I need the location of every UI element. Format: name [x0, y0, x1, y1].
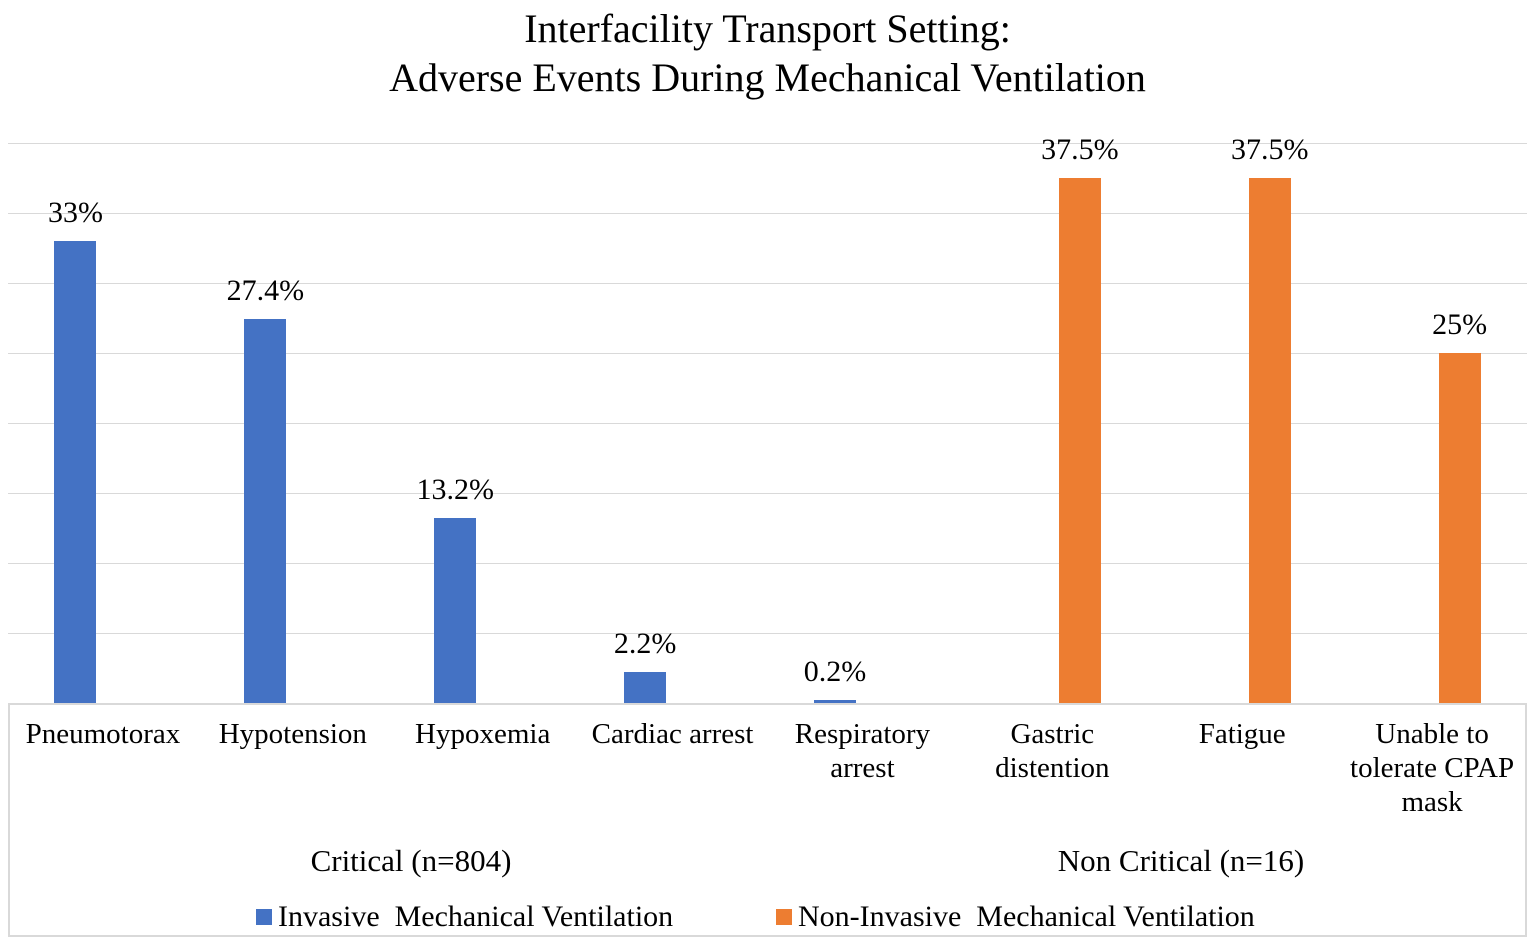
bar-hypoxemia	[434, 518, 477, 703]
bar-fatigue	[1248, 178, 1291, 703]
value-label-respiratory-arrest: 0.2%	[803, 655, 867, 689]
group-label-non-critical: Non Critical (n=16)	[1057, 843, 1305, 878]
value-label-gastric-distention: 37.5%	[1041, 133, 1119, 166]
category-label-hypotension: Hypotension	[218, 718, 367, 750]
chart-title: Interfacility Transport Setting: Adverse…	[0, 4, 1535, 102]
category-label-fatigue: Fatigue	[1198, 718, 1286, 750]
value-label-unable-to-tolerate-cpap-mask: 25%	[1432, 308, 1488, 341]
gridline-20pct	[8, 423, 1527, 424]
gridline-10pct	[8, 563, 1527, 564]
chart-title-line2: Adverse Events During Mechanical Ventila…	[389, 55, 1146, 100]
gridline-30pct	[8, 283, 1527, 284]
category-label-unable-to-tolerate-cpap-mask: Unable to tolerate CPAP mask	[1350, 718, 1515, 818]
value-label-hypotension: 27.4%	[226, 274, 305, 308]
gridline-35pct	[8, 213, 1527, 214]
bar-cardiac-arrest	[624, 672, 667, 703]
legend-item-invasive: Invasive Mechanical Ventilation	[256, 901, 673, 933]
category-label-cardiac-arrest: Cardiac arrest	[591, 718, 754, 750]
group-label-critical: Critical (n=804)	[310, 843, 512, 878]
category-axis-box	[8, 703, 1527, 937]
legend-item-non-invasive: Non-Invasive Mechanical Ventilation	[776, 901, 1255, 933]
bar-unable-to-tolerate-cpap-mask	[1438, 353, 1481, 703]
legend-swatch-invasive-icon	[256, 909, 272, 925]
category-label-respiratory-arrest: Respiratory arrest	[794, 718, 931, 784]
legend-label-invasive: Invasive Mechanical Ventilation	[278, 900, 674, 933]
category-label-hypoxemia: Hypoxemia	[415, 718, 551, 750]
bar-hypotension	[244, 319, 287, 703]
gridline-15pct	[8, 493, 1527, 494]
value-label-hypoxemia: 13.2%	[416, 473, 494, 507]
category-label-gastric-distention: Gastric distention	[995, 718, 1110, 784]
legend-swatch-non-invasive-icon	[776, 909, 792, 925]
category-label-pneumotorax: Pneumotorax	[25, 718, 181, 750]
legend-label-non-invasive: Non-Invasive Mechanical Ventilation	[798, 900, 1255, 933]
bar-gastric-distention	[1058, 178, 1101, 703]
bar-respiratory-arrest	[813, 700, 856, 703]
category-label-row: Pneumotorax Hypotension Hypoxemia Cardiac a…	[8, 717, 1527, 819]
gridline-25pct	[8, 353, 1527, 354]
value-label-pneumotorax: 33%	[47, 196, 103, 229]
value-label-cardiac-arrest: 2.2%	[613, 627, 677, 661]
bar-pneumotorax	[54, 241, 97, 703]
gridline-5pct	[8, 633, 1527, 634]
gridline-40pct	[8, 143, 1527, 144]
chart-title-line1: Interfacility Transport Setting:	[524, 6, 1011, 51]
value-label-fatigue: 37.5%	[1230, 133, 1309, 166]
